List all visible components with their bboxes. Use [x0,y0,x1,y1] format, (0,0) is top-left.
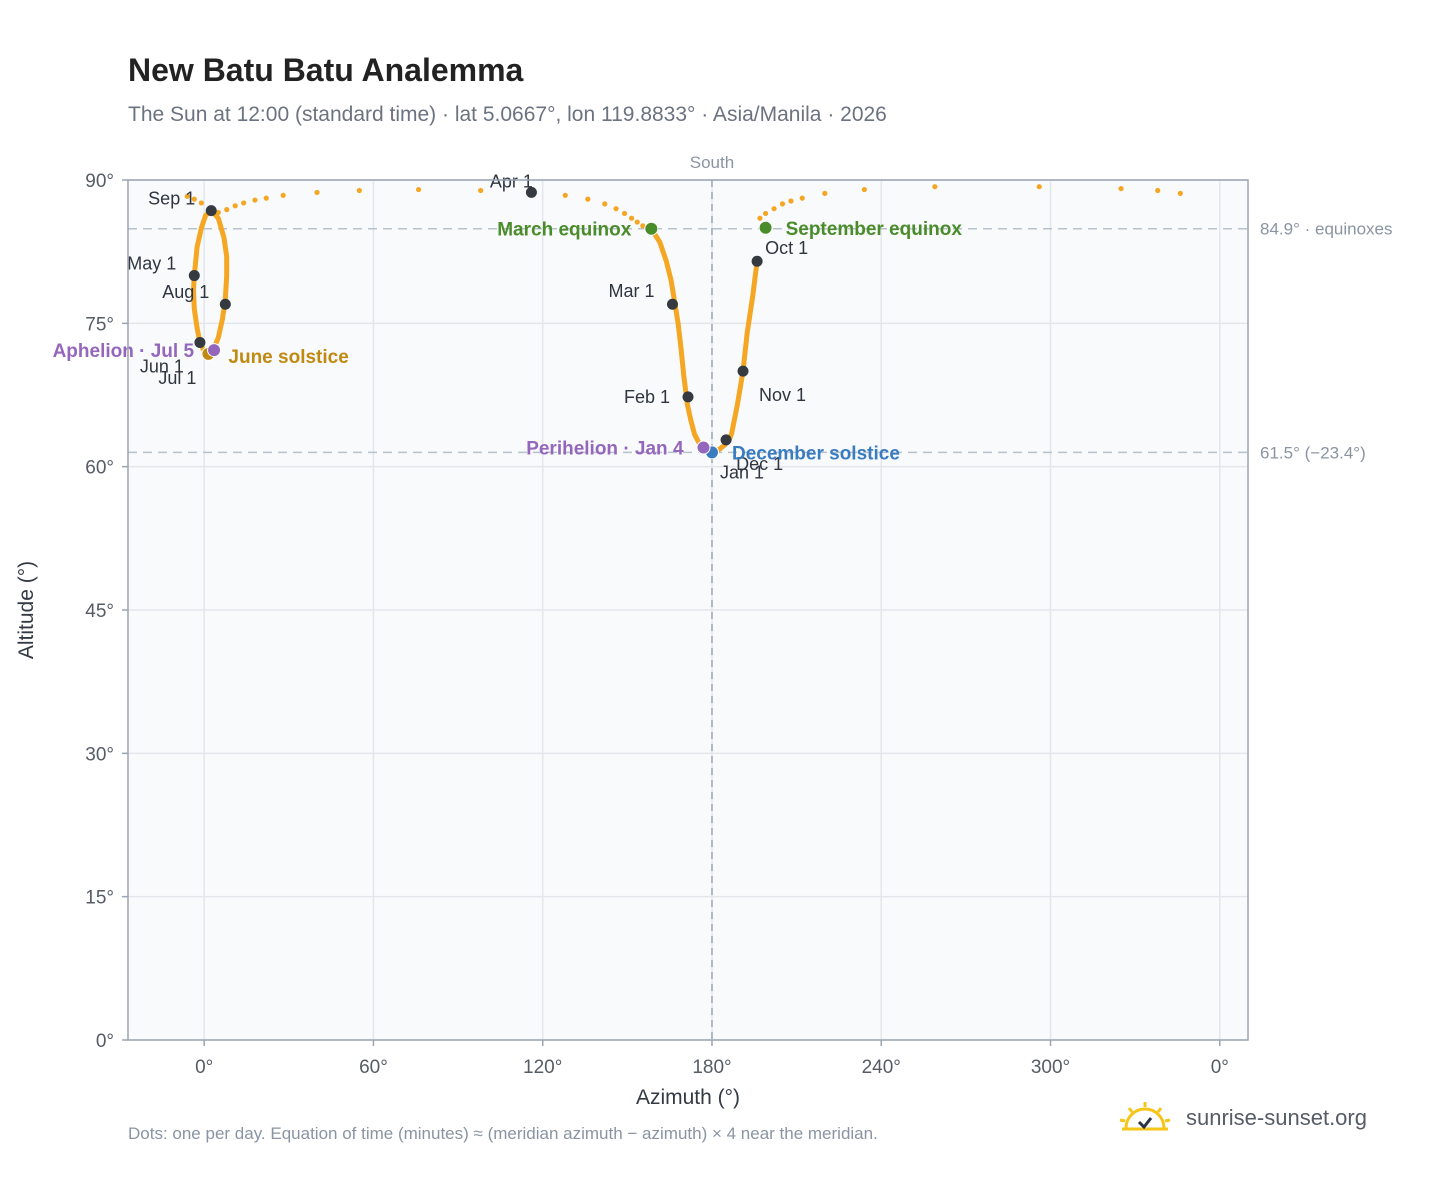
y-tick-label: 15° [85,888,114,909]
reference-line-label: 61.5° (−23.4°) [1260,443,1366,462]
daily-dot [1155,187,1161,194]
daily-dot [771,206,777,212]
daily-dot [613,206,619,212]
y-tick-label: 75° [85,314,114,335]
month-label: Jan 1 [720,462,764,482]
month-label: Dec 1 [736,454,783,474]
daily-dot [1036,184,1042,190]
daily-dot [634,219,640,225]
daily-dot [762,210,769,217]
x-tick-label: 300° [1031,1057,1070,1078]
daily-dot [241,200,247,206]
event-label: March equinox [497,220,632,241]
daily-dot [861,186,867,193]
daily-dot [822,190,828,196]
event-label: December solstice [732,443,900,464]
chart-title: New Batu Batu Analemma [128,52,524,88]
footnote: Dots: one per day. Equation of time (min… [128,1124,878,1143]
daily-dot [628,215,635,221]
y-tick-label: 90° [85,171,114,192]
brand-name: sunrise-sunset.org [1186,1105,1367,1130]
month-marker [720,434,732,446]
daily-dot [757,215,763,221]
daily-dot [788,198,794,204]
event-label: June solstice [228,347,348,368]
month-label: Oct 1 [765,238,808,258]
month-label: Mar 1 [608,281,654,301]
y-tick-label: 45° [85,601,114,622]
y-axis-label: Altitude (°) [15,561,38,659]
month-label: Jul 1 [158,368,196,388]
month-label: May 1 [127,254,176,274]
daily-dot [779,201,786,207]
month-marker [205,205,217,217]
daily-dot [621,210,628,217]
south-label: South [690,153,734,172]
event-label: September equinox [786,219,963,240]
daily-dot [478,187,484,194]
x-tick-label: 240° [862,1057,901,1078]
daily-dot [232,203,238,209]
brand[interactable]: sunrise-sunset.org [1118,1100,1367,1136]
event-markers: March equinox September equinox June solst… [53,219,963,465]
axis-ticks: 0° 60° 120° 180° 240° 300° 0° 0° 15° 30° 45° 60° 75°… [85,171,1229,1078]
daily-dot [585,196,591,202]
daily-dot [224,207,230,213]
daily-dot [640,223,646,229]
daily-dot [1118,186,1124,192]
month-marker [682,391,694,403]
month-label: Jun 1 [140,356,184,376]
x-tick-label: 0° [195,1057,213,1078]
reference-line-label: 84.9° · equinoxes [1260,220,1393,239]
daily-dot [932,184,938,190]
daily-dot [562,192,568,198]
month-marker [666,298,678,310]
daily-dot [252,197,258,203]
x-axis-label: Azimuth (°) [636,1086,740,1109]
daily-dots [184,184,1183,229]
daily-dot [356,187,362,194]
month-marker [194,336,206,348]
x-tick-label: 120° [523,1057,562,1078]
month-marker [188,270,200,282]
month-label: Feb 1 [624,387,670,407]
chart-subtitle: The Sun at 12:00 (standard time) · lat 5… [128,103,887,126]
month-label: Aug 1 [162,282,209,302]
y-tick-label: 0° [96,1031,114,1052]
daily-dot [191,196,197,202]
daily-dot [280,192,286,198]
daily-dot [1177,190,1183,196]
event-marker [644,221,659,236]
daily-dot [314,189,320,196]
daily-dot [602,201,608,207]
grid [128,179,1248,1041]
event-marker [758,220,773,235]
sun-check-icon [1119,1102,1171,1131]
event-marker [207,343,222,358]
reference-lines: South 84.9° · equinoxes 61.5° (−23.4°) [128,153,1393,1040]
y-tick-label: 30° [85,744,114,765]
daily-dot [215,209,221,216]
event-marker [696,440,711,455]
event-label: Perihelion · Jan 4 [526,439,684,460]
daily-dot [415,186,422,193]
event-label: Aphelion · Jul 5 [53,341,195,362]
month-label: Apr 1 [490,171,533,191]
daily-dot [184,193,190,199]
x-tick-label: 60° [359,1057,388,1078]
month-marker [525,186,537,198]
daily-dot [198,200,204,206]
daily-dot [799,195,805,201]
month-marker [737,365,749,377]
month-label: Sep 1 [148,189,195,209]
x-tick-label: 180° [692,1057,731,1078]
x-tick-label: 0° [1211,1057,1229,1078]
month-marker [219,298,231,310]
month-marker [751,255,763,267]
y-tick-label: 60° [85,458,114,479]
daily-dot [263,195,269,201]
month-label: Nov 1 [759,385,806,405]
